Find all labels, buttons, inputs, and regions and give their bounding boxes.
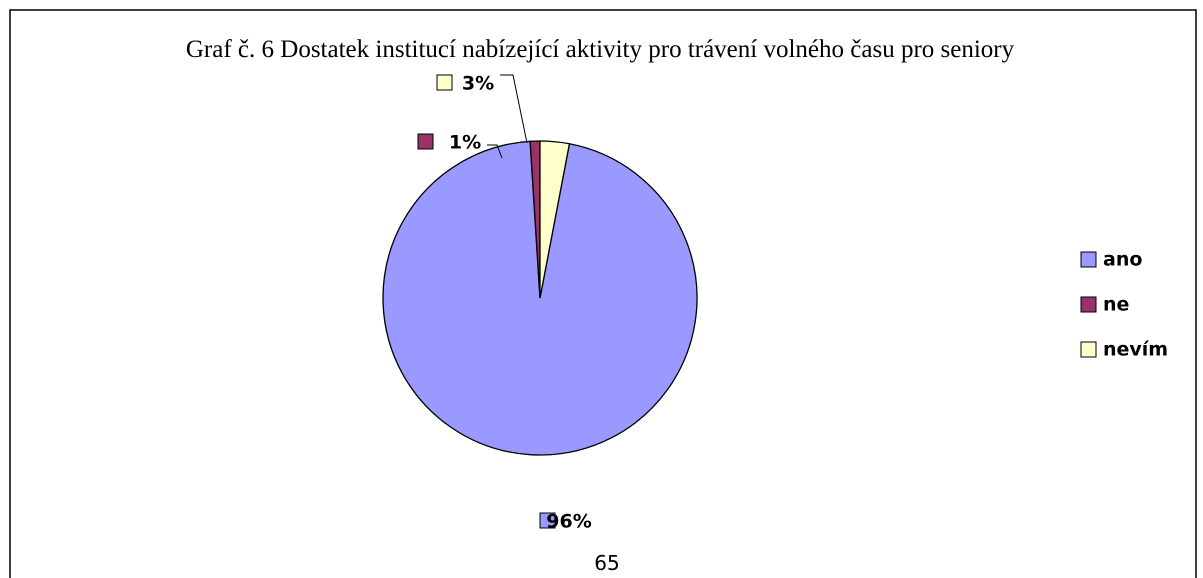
data-label: 96%	[546, 511, 591, 533]
label-swatch	[417, 133, 434, 150]
label-swatch	[436, 74, 453, 91]
data-label: 1%	[449, 132, 481, 154]
legend-swatch	[1080, 251, 1097, 268]
legend-swatch	[1080, 341, 1097, 358]
legend-label: ne	[1103, 294, 1129, 316]
chart-frame	[9, 9, 1197, 578]
chart-title: Graf č. 6 Dostatek institucí nabízející …	[186, 36, 1015, 63]
pie-slice	[382, 140, 698, 456]
pie-slice	[539, 140, 571, 299]
legend-label: ano	[1103, 249, 1142, 271]
legend-swatch	[1080, 296, 1097, 313]
legend-label: nevím	[1103, 339, 1168, 361]
page-number: 65	[594, 551, 619, 575]
data-label: 3%	[462, 73, 494, 95]
leader-line	[500, 74, 528, 144]
label-swatch	[539, 512, 556, 529]
leader-line	[487, 144, 503, 159]
